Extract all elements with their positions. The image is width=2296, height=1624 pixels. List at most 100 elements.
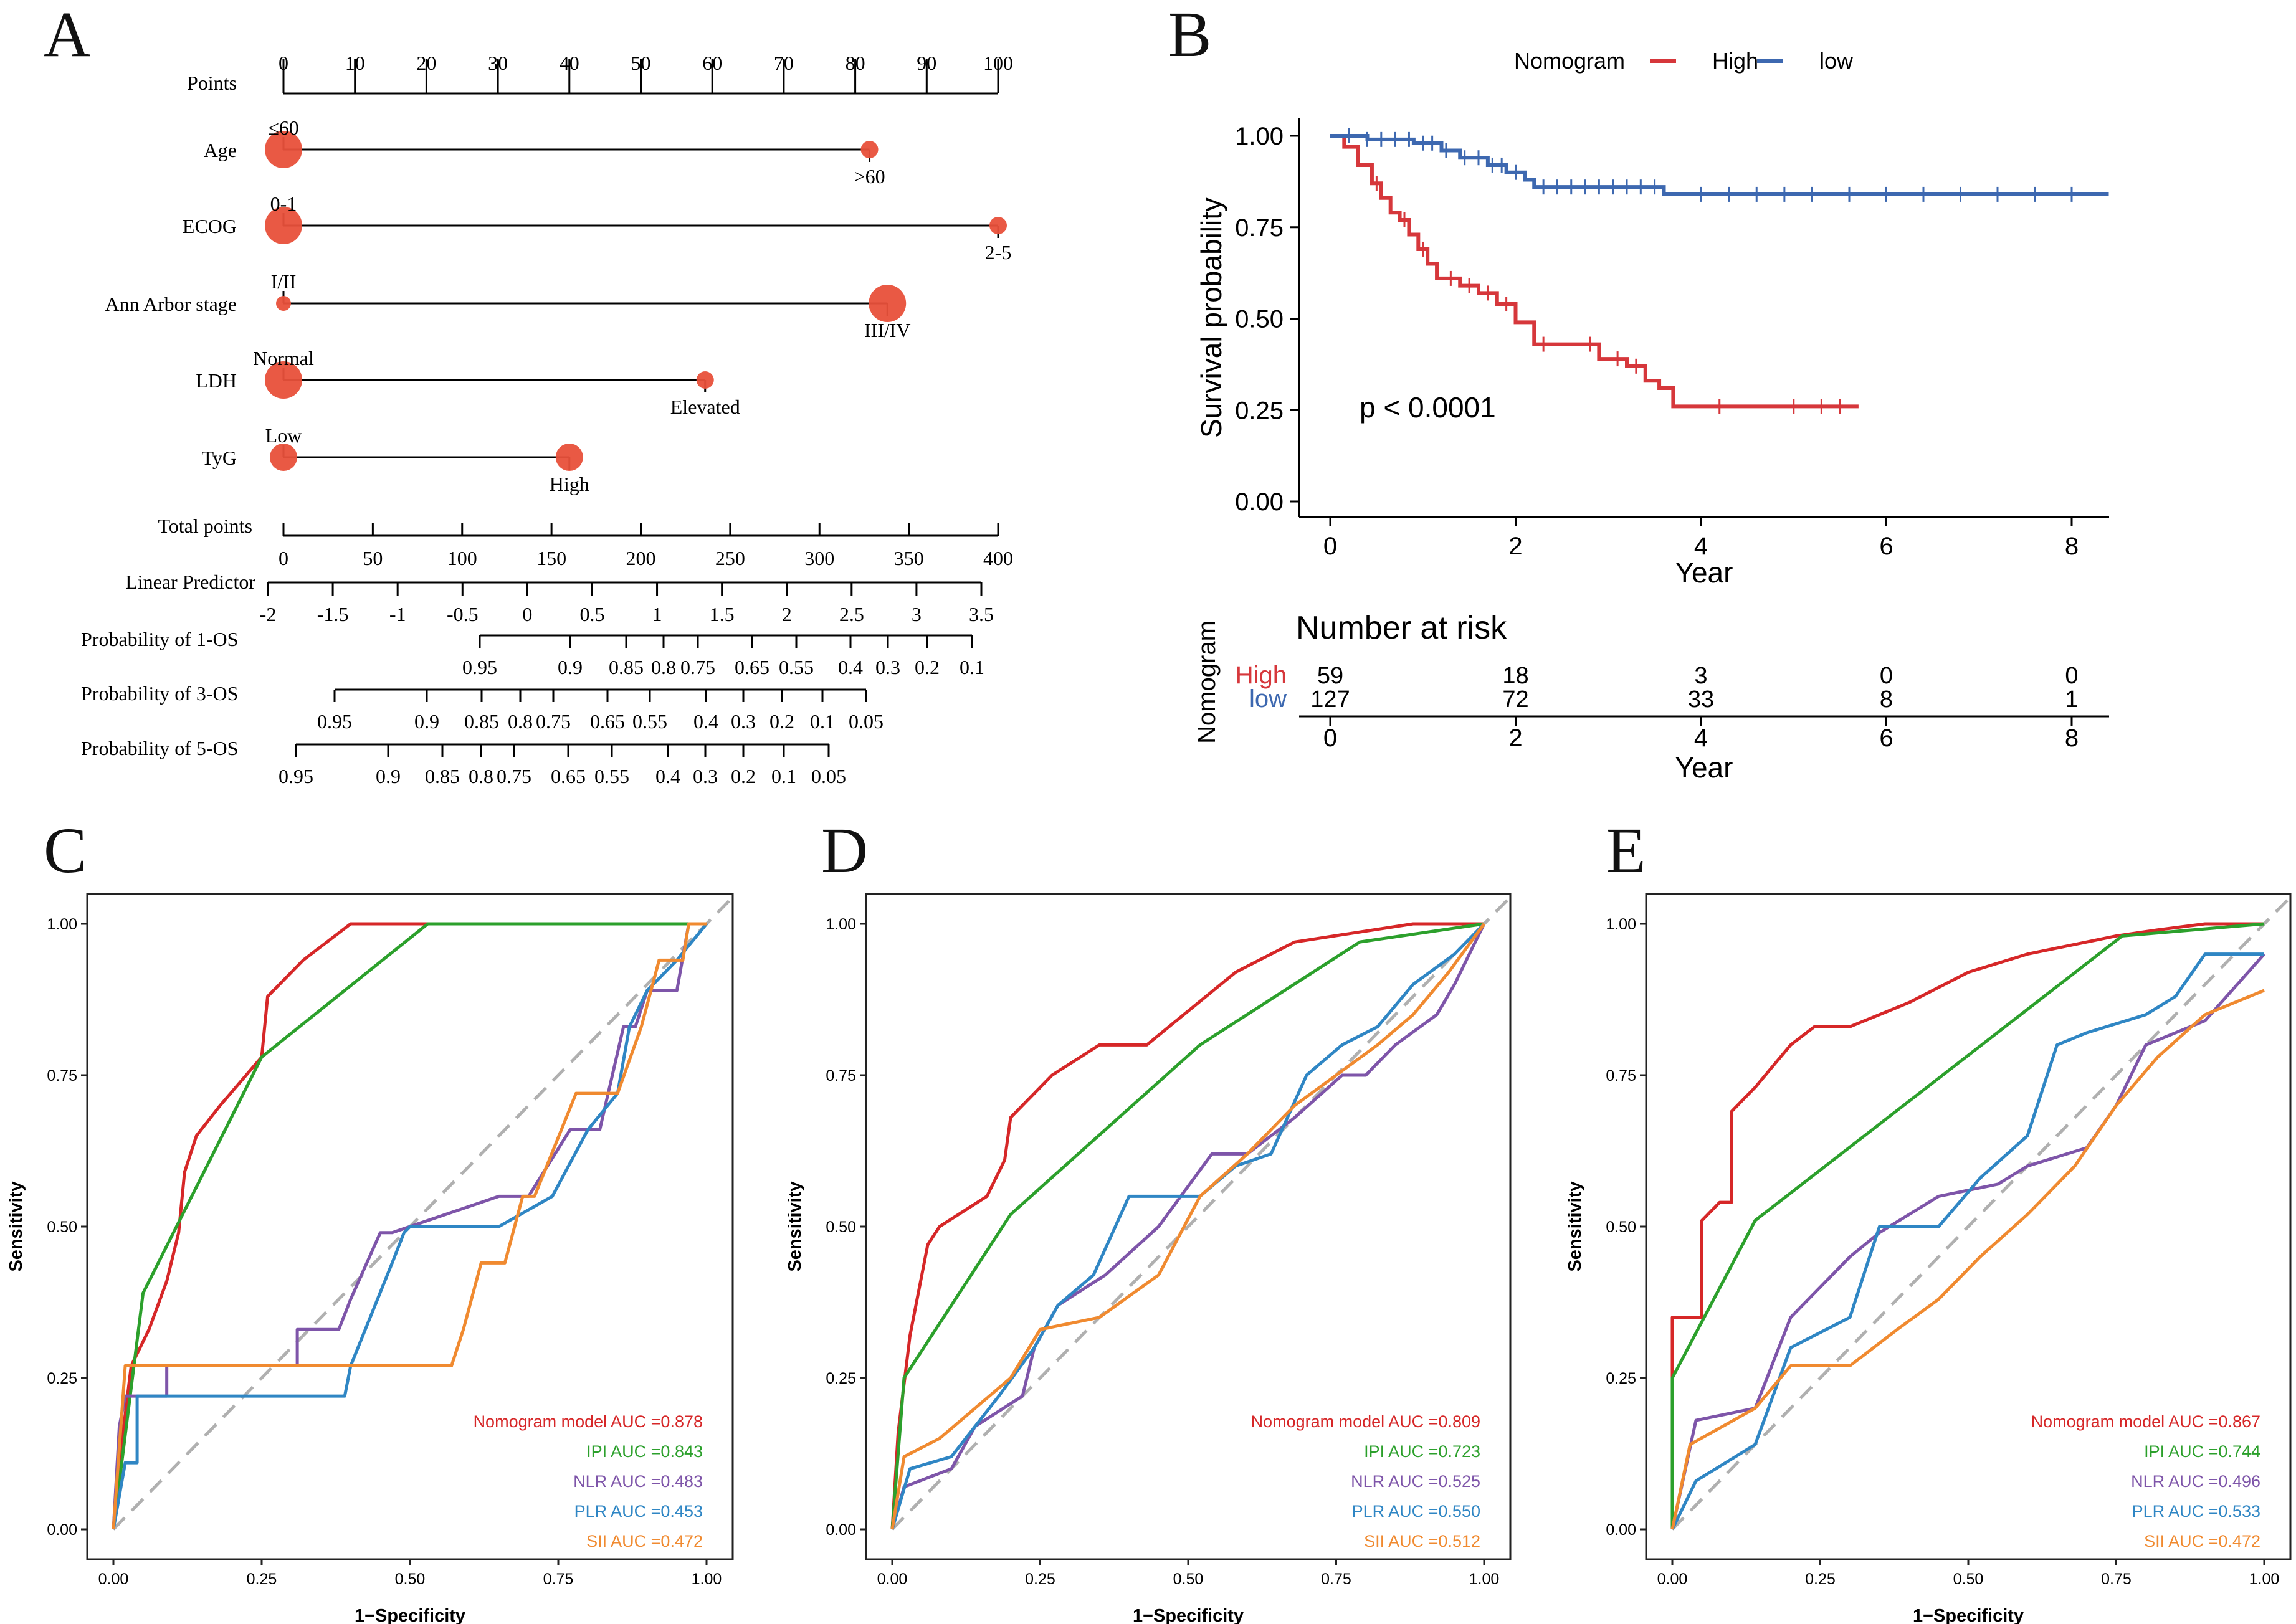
risk-value: 0 — [2065, 663, 2078, 689]
x-tick-label: 4 — [1694, 533, 1708, 560]
probability-tick-label: 0.95 — [462, 656, 497, 678]
roc-curve — [112, 922, 707, 1530]
y-tick-label: 0.75 — [47, 1067, 77, 1085]
y-tick-label: 0.50 — [826, 1218, 856, 1236]
probability-tick-label: 0.4 — [693, 710, 718, 733]
panel-letter-d: D — [821, 815, 868, 886]
y-tick-label: 0.00 — [1606, 1521, 1636, 1539]
y-tick-label: 0.75 — [1606, 1067, 1636, 1085]
auc-legend-label: Nomogram model AUC =0.867 — [2031, 1412, 2260, 1431]
x-axis-title: 1−Specificity — [355, 1606, 465, 1624]
points-tick-label: 80 — [846, 52, 865, 74]
variable-label: Age — [204, 139, 237, 161]
y-tick-label: 0.25 — [1606, 1370, 1636, 1387]
probability-tick-label: 0.4 — [655, 765, 680, 787]
points-tick-label: 20 — [416, 52, 436, 74]
x-tick-label: 1.00 — [692, 1570, 722, 1588]
x-tick-label: 8 — [2065, 533, 2079, 560]
x-tick-label: 0.25 — [1805, 1570, 1836, 1588]
x-tick-label: 0.25 — [1025, 1570, 1055, 1588]
x-tick-label: 0 — [1323, 533, 1337, 560]
x-tick-label: 1.00 — [1469, 1570, 1500, 1588]
probability-tick-label: 0.85 — [425, 765, 460, 787]
y-tick-label: 0.50 — [47, 1218, 77, 1236]
probability-tick-label: 0.3 — [875, 656, 900, 678]
panel-letter-c: C — [44, 815, 87, 886]
y-axis-title: Sensitivity — [1565, 1181, 1585, 1271]
risk-table-title: Number at risk — [1296, 610, 1507, 646]
roc-panel-e: 0.00 0.00 0.25 0.25 0.50 0.50 0.75 0.75 1.00 1.00… — [1565, 893, 2292, 1624]
probability-tick-label: 0.3 — [731, 710, 756, 733]
risk-value: 59 — [1317, 663, 1343, 689]
linear-predictor-tick-label: 3.5 — [969, 603, 994, 625]
points-tick-label: 30 — [488, 52, 508, 74]
points-label: Points — [187, 72, 237, 94]
probability-label: Probability of 5-OS — [81, 737, 238, 759]
x-axis-title: Year — [1675, 556, 1733, 589]
x-tick-label: 1.00 — [2249, 1570, 2280, 1588]
y-tick-label: 0.00 — [826, 1521, 856, 1539]
points-tick-label: 0 — [279, 52, 288, 74]
level-label: >60 — [854, 165, 885, 188]
x-tick-label: 0.50 — [395, 1570, 426, 1588]
level-label: High — [550, 473, 589, 495]
auc-legend-label: PLR AUC =0.453 — [574, 1502, 703, 1521]
y-axis-title: Survival probability — [1195, 197, 1227, 438]
linear-predictor-label: Linear Predictor — [125, 571, 255, 593]
risk-value: 18 — [1502, 663, 1528, 689]
auc-legend-label: SII AUC =0.512 — [1364, 1532, 1480, 1550]
variable-label: Ann Arbor stage — [105, 293, 237, 315]
y-tick-label: 0.25 — [826, 1370, 856, 1387]
linear-predictor-tick-label: 0.5 — [579, 603, 604, 625]
auc-legend-label: SII AUC =0.472 — [2144, 1532, 2260, 1550]
level-marker — [265, 361, 302, 399]
risk-table-ylabel: Nomogram — [1193, 620, 1221, 744]
panel-letter-e: E — [1606, 815, 1646, 886]
auc-legend-label: NLR AUC =0.525 — [1351, 1472, 1480, 1491]
level-marker — [265, 131, 302, 168]
risk-table-tick-label: 6 — [1879, 724, 1893, 752]
probability-tick-label: 0.05 — [811, 765, 846, 787]
y-tick-label: 0.25 — [1235, 397, 1284, 424]
probability-tick-label: 0.2 — [915, 656, 940, 678]
level-marker — [696, 371, 714, 389]
risk-value: 72 — [1502, 686, 1528, 713]
y-tick-label: 1.00 — [826, 916, 856, 933]
auc-legend-label: SII AUC =0.472 — [586, 1532, 703, 1550]
linear-predictor-tick-label: 1.5 — [710, 603, 735, 625]
risk-row-label: low — [1249, 685, 1287, 713]
probability-tick-label: 0.8 — [508, 710, 533, 733]
probability-tick-label: 0.75 — [680, 656, 715, 678]
y-tick-label: 0.00 — [47, 1521, 77, 1539]
probability-tick-label: 0.85 — [609, 656, 644, 678]
variable-label: ECOG — [183, 215, 237, 237]
total-points-tick-label: 250 — [715, 547, 745, 569]
variable-label: LDH — [196, 369, 237, 392]
risk-value: 1 — [2065, 686, 2078, 713]
points-tick-label: 60 — [702, 52, 722, 74]
probability-label: Probability of 1-OS — [81, 628, 238, 650]
survival-curve-low — [1330, 134, 2109, 196]
y-tick-label: 0.00 — [1235, 488, 1284, 516]
roc-curve — [890, 922, 1484, 1530]
auc-legend-label: PLR AUC =0.533 — [2132, 1502, 2260, 1521]
x-tick-label: 0.00 — [877, 1570, 908, 1588]
roc-curve — [890, 922, 1485, 1530]
points-tick-label: 50 — [631, 52, 651, 74]
y-tick-label: 1.00 — [47, 916, 77, 933]
total-points-tick-label: 300 — [804, 547, 834, 569]
linear-predictor-tick-label: 2.5 — [839, 603, 864, 625]
auc-legend-label: NLR AUC =0.496 — [2131, 1472, 2260, 1491]
risk-value: 0 — [1880, 663, 1893, 689]
x-tick-label: 0.75 — [1321, 1570, 1351, 1588]
probability-tick-label: 0.8 — [469, 765, 493, 787]
auc-legend-label: PLR AUC =0.550 — [1352, 1502, 1480, 1521]
probability-tick-label: 0.05 — [849, 710, 884, 733]
probability-tick-label: 0.9 — [558, 656, 583, 678]
survival-curve-high — [1330, 134, 1859, 409]
risk-value: 8 — [1880, 686, 1893, 713]
level-label: Low — [265, 424, 302, 447]
level-label: Elevated — [670, 396, 740, 418]
points-tick-label: 90 — [917, 52, 936, 74]
